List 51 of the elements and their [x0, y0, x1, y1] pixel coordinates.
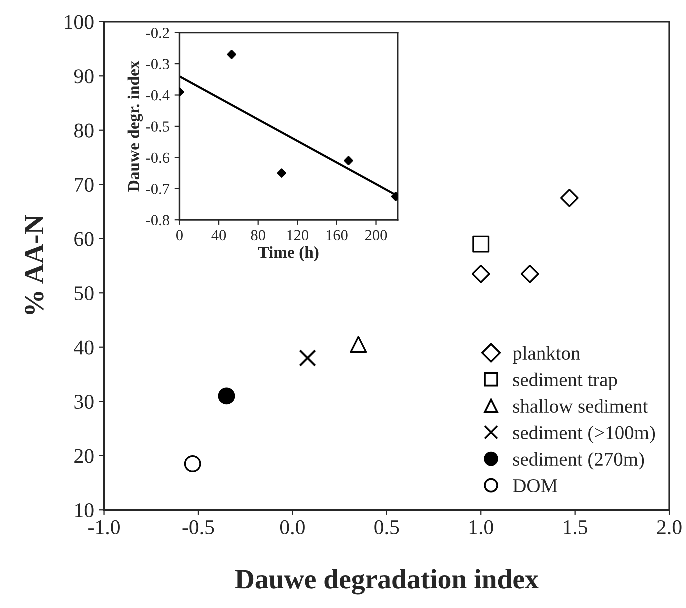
- x-tick-label: 120: [288, 230, 309, 241]
- point: [227, 50, 236, 60]
- y-axis-title: % AA-N: [25, 215, 44, 314]
- y-tick-label: -0.5: [146, 122, 170, 132]
- legend-label: sediment trap: [513, 372, 618, 390]
- point: [299, 350, 316, 367]
- y-tick-label: 20: [74, 449, 94, 464]
- y-tick-label: 80: [74, 124, 94, 138]
- y-tick-label: -0.2: [146, 28, 170, 38]
- x-tick-label: 80: [251, 230, 266, 241]
- legend-label: sediment (270m): [513, 452, 644, 470]
- y-tick-label: 70: [75, 178, 94, 192]
- y-tick-label: 40: [74, 340, 94, 355]
- legend-label: DOM: [513, 479, 558, 493]
- point: [218, 388, 236, 405]
- x-axis-title: Time (h): [258, 246, 319, 262]
- y-tick-label: -0.4: [146, 90, 170, 101]
- y-tick-label: -0.6: [146, 152, 170, 164]
- y-tick-label: -0.3: [146, 59, 170, 70]
- point: [277, 168, 287, 178]
- x-tick-label: 40: [212, 230, 226, 241]
- x-tick-label: 200: [365, 230, 388, 241]
- point: [472, 264, 490, 284]
- legend-label: sediment (>100m): [513, 426, 656, 444]
- y-tick-label: 50: [74, 286, 94, 301]
- x-tick-label: 160: [326, 230, 348, 241]
- x-tick-label: 1.5: [564, 520, 588, 535]
- point: [350, 336, 368, 354]
- point: [472, 236, 490, 253]
- y-tick-label: 30: [74, 394, 94, 410]
- x-tick-label: 0: [176, 230, 183, 241]
- legend-label: shallow sediment: [513, 399, 648, 414]
- y-tick-label: -0.7: [146, 184, 170, 194]
- y-tick-label: 10: [76, 503, 94, 518]
- x-tick-label: 0.0: [280, 520, 305, 535]
- x-tick-label: 2.0: [657, 520, 682, 535]
- point: [344, 156, 354, 166]
- y-tick-label: 60: [74, 232, 94, 246]
- x-tick-label: -1.0: [88, 520, 120, 535]
- legend-label: plankton: [512, 346, 580, 364]
- y-tick-label: -0.8: [146, 215, 170, 226]
- point: [520, 264, 540, 284]
- y-tick-label: 100: [65, 15, 94, 30]
- point: [560, 188, 579, 208]
- point: [184, 456, 202, 472]
- x-axis-title: Dauwe degradation index: [235, 569, 539, 595]
- x-tick-label: -0.5: [182, 520, 214, 535]
- y-axis-title: Dauwe degr. index: [128, 60, 144, 192]
- x-tick-label: 1.0: [470, 520, 494, 535]
- x-tick-label: 0.5: [374, 520, 400, 535]
- y-tick-label: 90: [74, 70, 94, 84]
